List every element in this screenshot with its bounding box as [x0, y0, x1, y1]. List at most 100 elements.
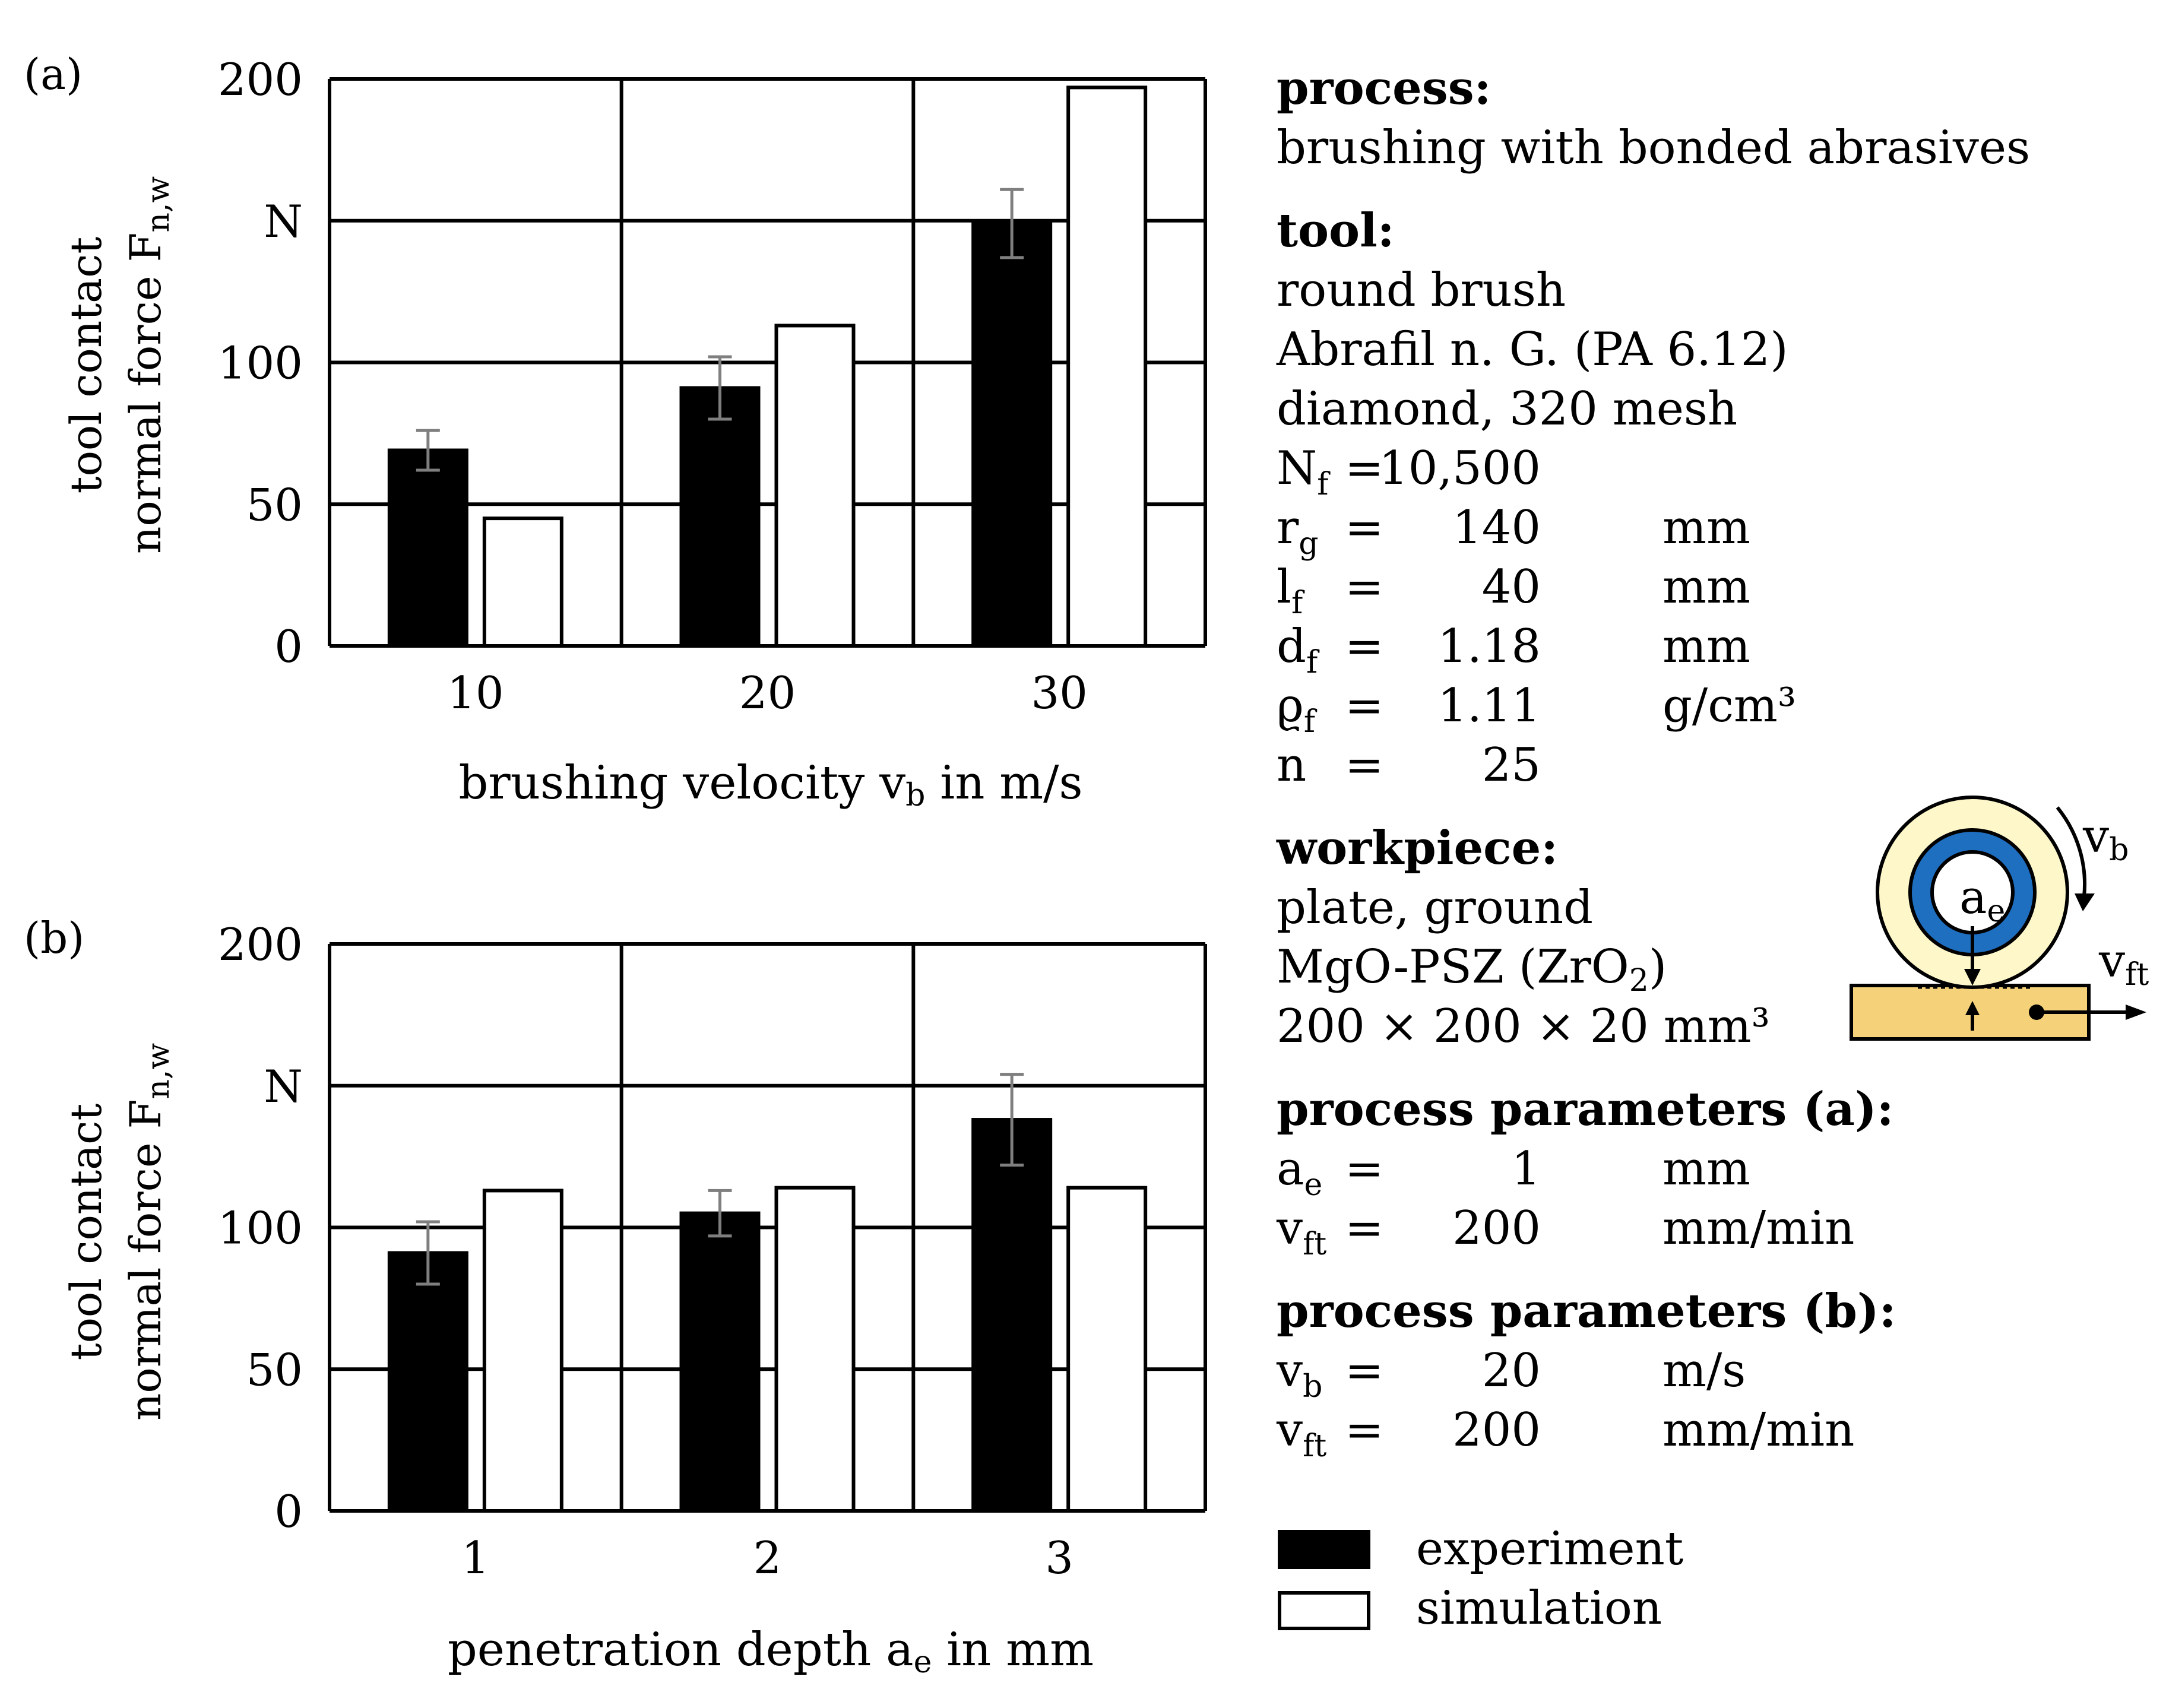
- plot-area-a: 0 50 100 N 200 10 20 30: [218, 53, 1207, 719]
- chart-b: (b) 0 50 100 N 200 1 2 3 tool contact normal fo…: [24, 913, 1207, 1680]
- ae-arrow-up-head: [1965, 1001, 1980, 1015]
- bar-experiment: [387, 448, 468, 648]
- brush-schematic: vb ae vft: [1850, 796, 2149, 1041]
- param-symbol: ae: [1277, 1142, 1322, 1203]
- bar-simulation: [774, 1186, 856, 1513]
- legend-label-simulation: simulation: [1416, 1582, 1662, 1635]
- bar-experiment: [971, 221, 1053, 648]
- param-equals: =: [1345, 442, 1383, 495]
- tool-line-3: diamond, 320 mesh: [1277, 382, 1737, 436]
- plot-area-b: 0 50 100 N 200 1 2 3: [218, 918, 1207, 1584]
- legend: experiment simulation: [1278, 1522, 1683, 1635]
- param-unit: g/cm³: [1662, 679, 1796, 733]
- y-tick-label: 0: [274, 1485, 303, 1538]
- param-value: 200: [1452, 1202, 1541, 1255]
- vft-label: vft: [2098, 934, 2149, 993]
- param-unit: m/s: [1662, 1344, 1746, 1398]
- process-parameters-a-title: process parameters (a):: [1277, 1082, 1894, 1136]
- param-symbol: rg: [1277, 501, 1319, 562]
- workpiece-line-3: 200 × 200 × 20 mm³: [1277, 1000, 1770, 1053]
- y-tick-label: 0: [274, 620, 303, 673]
- workpiece-line-2: MgO-PSZ (ZrO2): [1277, 940, 1667, 999]
- tool-line-1: round brush: [1277, 264, 1566, 317]
- x-tick-label: 30: [1031, 667, 1087, 719]
- y-tick-label: 50: [246, 479, 303, 531]
- bar-simulation: [482, 516, 563, 648]
- bar-experiment: [387, 1251, 468, 1513]
- y-tick-label: 50: [246, 1343, 303, 1396]
- y-tick-label: 100: [218, 1202, 303, 1254]
- param-unit: mm: [1662, 1142, 1750, 1196]
- param-equals: =: [1345, 620, 1383, 673]
- x-tick-label: 3: [1045, 1532, 1074, 1584]
- param-value: 25: [1482, 739, 1541, 792]
- param-symbol: n: [1277, 739, 1306, 792]
- param-equals: =: [1345, 1142, 1383, 1196]
- y-tick-label: 200: [218, 53, 303, 106]
- param-unit: mm: [1662, 560, 1750, 614]
- param-equals: =: [1345, 679, 1383, 733]
- workpiece-title: workpiece:: [1276, 821, 1558, 875]
- tool-line-2: Abrafil n. G. (PA 6.12): [1276, 323, 1788, 376]
- bar-simulation: [1066, 85, 1148, 648]
- panel-label-b: (b): [24, 913, 84, 963]
- bar-simulation: [482, 1189, 563, 1513]
- param-value: 20: [1482, 1344, 1541, 1398]
- x-axis-label-a: brushing velocity vb in m/s: [459, 756, 1083, 813]
- legend-swatch-simulation: [1278, 1591, 1370, 1630]
- param-equals: =: [1345, 1202, 1383, 1255]
- bar-experiment: [679, 386, 761, 648]
- ae-label: ae: [1959, 871, 2005, 929]
- workpiece-line-1: plate, ground: [1277, 881, 1593, 934]
- y-axis-label-a-line2: normal force Fn,w: [121, 176, 176, 554]
- info-panel: process: brushing with bonded abrasives …: [1276, 61, 2030, 1464]
- x-tick-label: 10: [447, 667, 504, 719]
- panel-label-a: (a): [24, 49, 83, 99]
- param-equals: =: [1345, 1403, 1383, 1457]
- process-parameters-a: ae = 1 mm vft = 200 mm/min: [1276, 1142, 1854, 1262]
- process-text: brushing with bonded abrasives: [1277, 121, 2030, 175]
- param-value: 140: [1452, 501, 1541, 554]
- param-unit: mm/min: [1662, 1403, 1854, 1457]
- legend-swatch-experiment: [1278, 1530, 1370, 1569]
- param-value: 40: [1482, 560, 1541, 614]
- param-symbol: lf: [1277, 560, 1305, 621]
- param-value: 10,500: [1379, 442, 1541, 495]
- param-unit: mm: [1662, 501, 1750, 554]
- tool-title: tool:: [1277, 204, 1395, 258]
- ae-arrow-down-head: [1964, 969, 1981, 985]
- param-equals: =: [1345, 739, 1383, 792]
- param-value: 1.11: [1437, 679, 1541, 733]
- y-tick-label: 100: [218, 337, 303, 389]
- bar-simulation: [774, 324, 856, 648]
- param-symbol: vft: [1276, 1403, 1326, 1464]
- process-parameters-b-title: process parameters (b):: [1277, 1284, 1896, 1338]
- vft-arrow-head: [2126, 1004, 2146, 1020]
- x-tick-label: 1: [461, 1532, 490, 1584]
- bar-simulation: [1066, 1186, 1148, 1513]
- param-symbol: vft: [1276, 1202, 1326, 1262]
- y-axis-label-a-line1: tool contact: [61, 237, 111, 494]
- y-axis-label-b-line2: normal force Fn,w: [121, 1043, 176, 1421]
- param-value: 200: [1452, 1403, 1541, 1457]
- y-tick-label: 200: [218, 918, 303, 971]
- process-title: process:: [1277, 61, 1491, 115]
- legend-label-experiment: experiment: [1416, 1522, 1683, 1576]
- param-equals: =: [1345, 501, 1383, 554]
- process-parameters-b: vb = 20 m/s vft = 200 mm/min: [1276, 1344, 1854, 1464]
- x-tick-label: 20: [739, 667, 796, 719]
- y-tick-label: N: [264, 195, 303, 248]
- param-symbol: vb: [1276, 1344, 1322, 1405]
- param-equals: =: [1345, 560, 1383, 614]
- param-value: 1.18: [1437, 620, 1541, 673]
- vb-label: vb: [2082, 810, 2129, 868]
- bar-experiment: [971, 1118, 1053, 1513]
- param-value: 1: [1511, 1142, 1541, 1196]
- param-unit: mm/min: [1662, 1202, 1854, 1255]
- param-symbol: ϱf: [1277, 679, 1318, 740]
- param-unit: mm: [1662, 620, 1750, 673]
- x-axis-label-b: penetration depth ae in mm: [448, 1623, 1094, 1680]
- vb-rotation-arrow: [2056, 806, 2087, 897]
